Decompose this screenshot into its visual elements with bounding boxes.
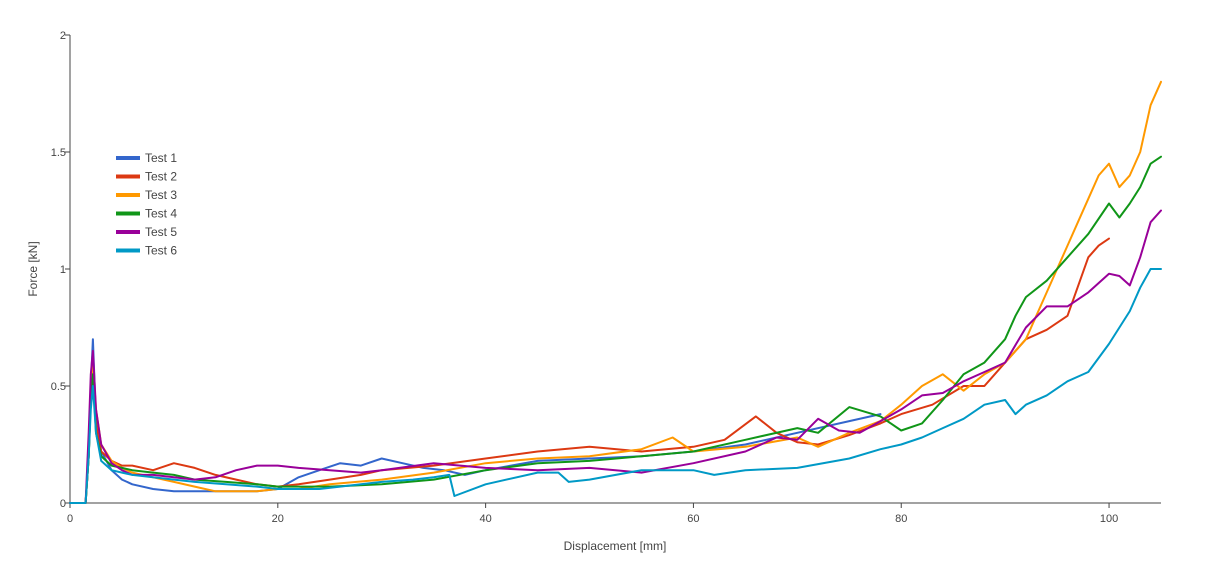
chart-axes: [69, 35, 1161, 504]
x-tick-label: 40: [479, 513, 491, 525]
x-axis-title: Displacement [mm]: [564, 539, 667, 553]
x-ticks: 0 20 40 60 80 100: [67, 503, 1118, 525]
x-tick-label: 100: [1100, 513, 1118, 525]
legend-label: Test 2: [145, 170, 177, 184]
x-tick-label: 0: [67, 513, 73, 525]
x-tick-label: 60: [687, 513, 699, 525]
y-tick-label: 2: [60, 30, 66, 42]
series-line-5: [69, 209, 1162, 504]
y-ticks: 0 0.5 1 1.5 2: [51, 30, 70, 510]
legend-label: Test 5: [145, 225, 177, 239]
x-tick-label: 20: [272, 513, 284, 525]
y-tick-label: 1: [60, 264, 66, 276]
series-line-4: [69, 155, 1162, 504]
series-line-2: [69, 237, 1110, 504]
series-line-3: [69, 80, 1162, 504]
legend: Test 1 Test 2 Test 3 Test 4 Test 5 Test 6: [116, 151, 177, 258]
y-tick-label: 1.5: [51, 147, 66, 159]
series-line-6: [69, 268, 1162, 504]
x-tick-label: 80: [895, 513, 907, 525]
legend-label: Test 6: [145, 244, 177, 258]
legend-label: Test 1: [145, 151, 177, 165]
y-tick-label: 0: [60, 498, 66, 510]
y-tick-label: 0.5: [51, 381, 66, 393]
legend-label: Test 4: [145, 207, 177, 221]
series-lines: [69, 80, 1162, 504]
legend-label: Test 3: [145, 188, 177, 202]
y-axis-title: Force [kN]: [26, 241, 40, 296]
